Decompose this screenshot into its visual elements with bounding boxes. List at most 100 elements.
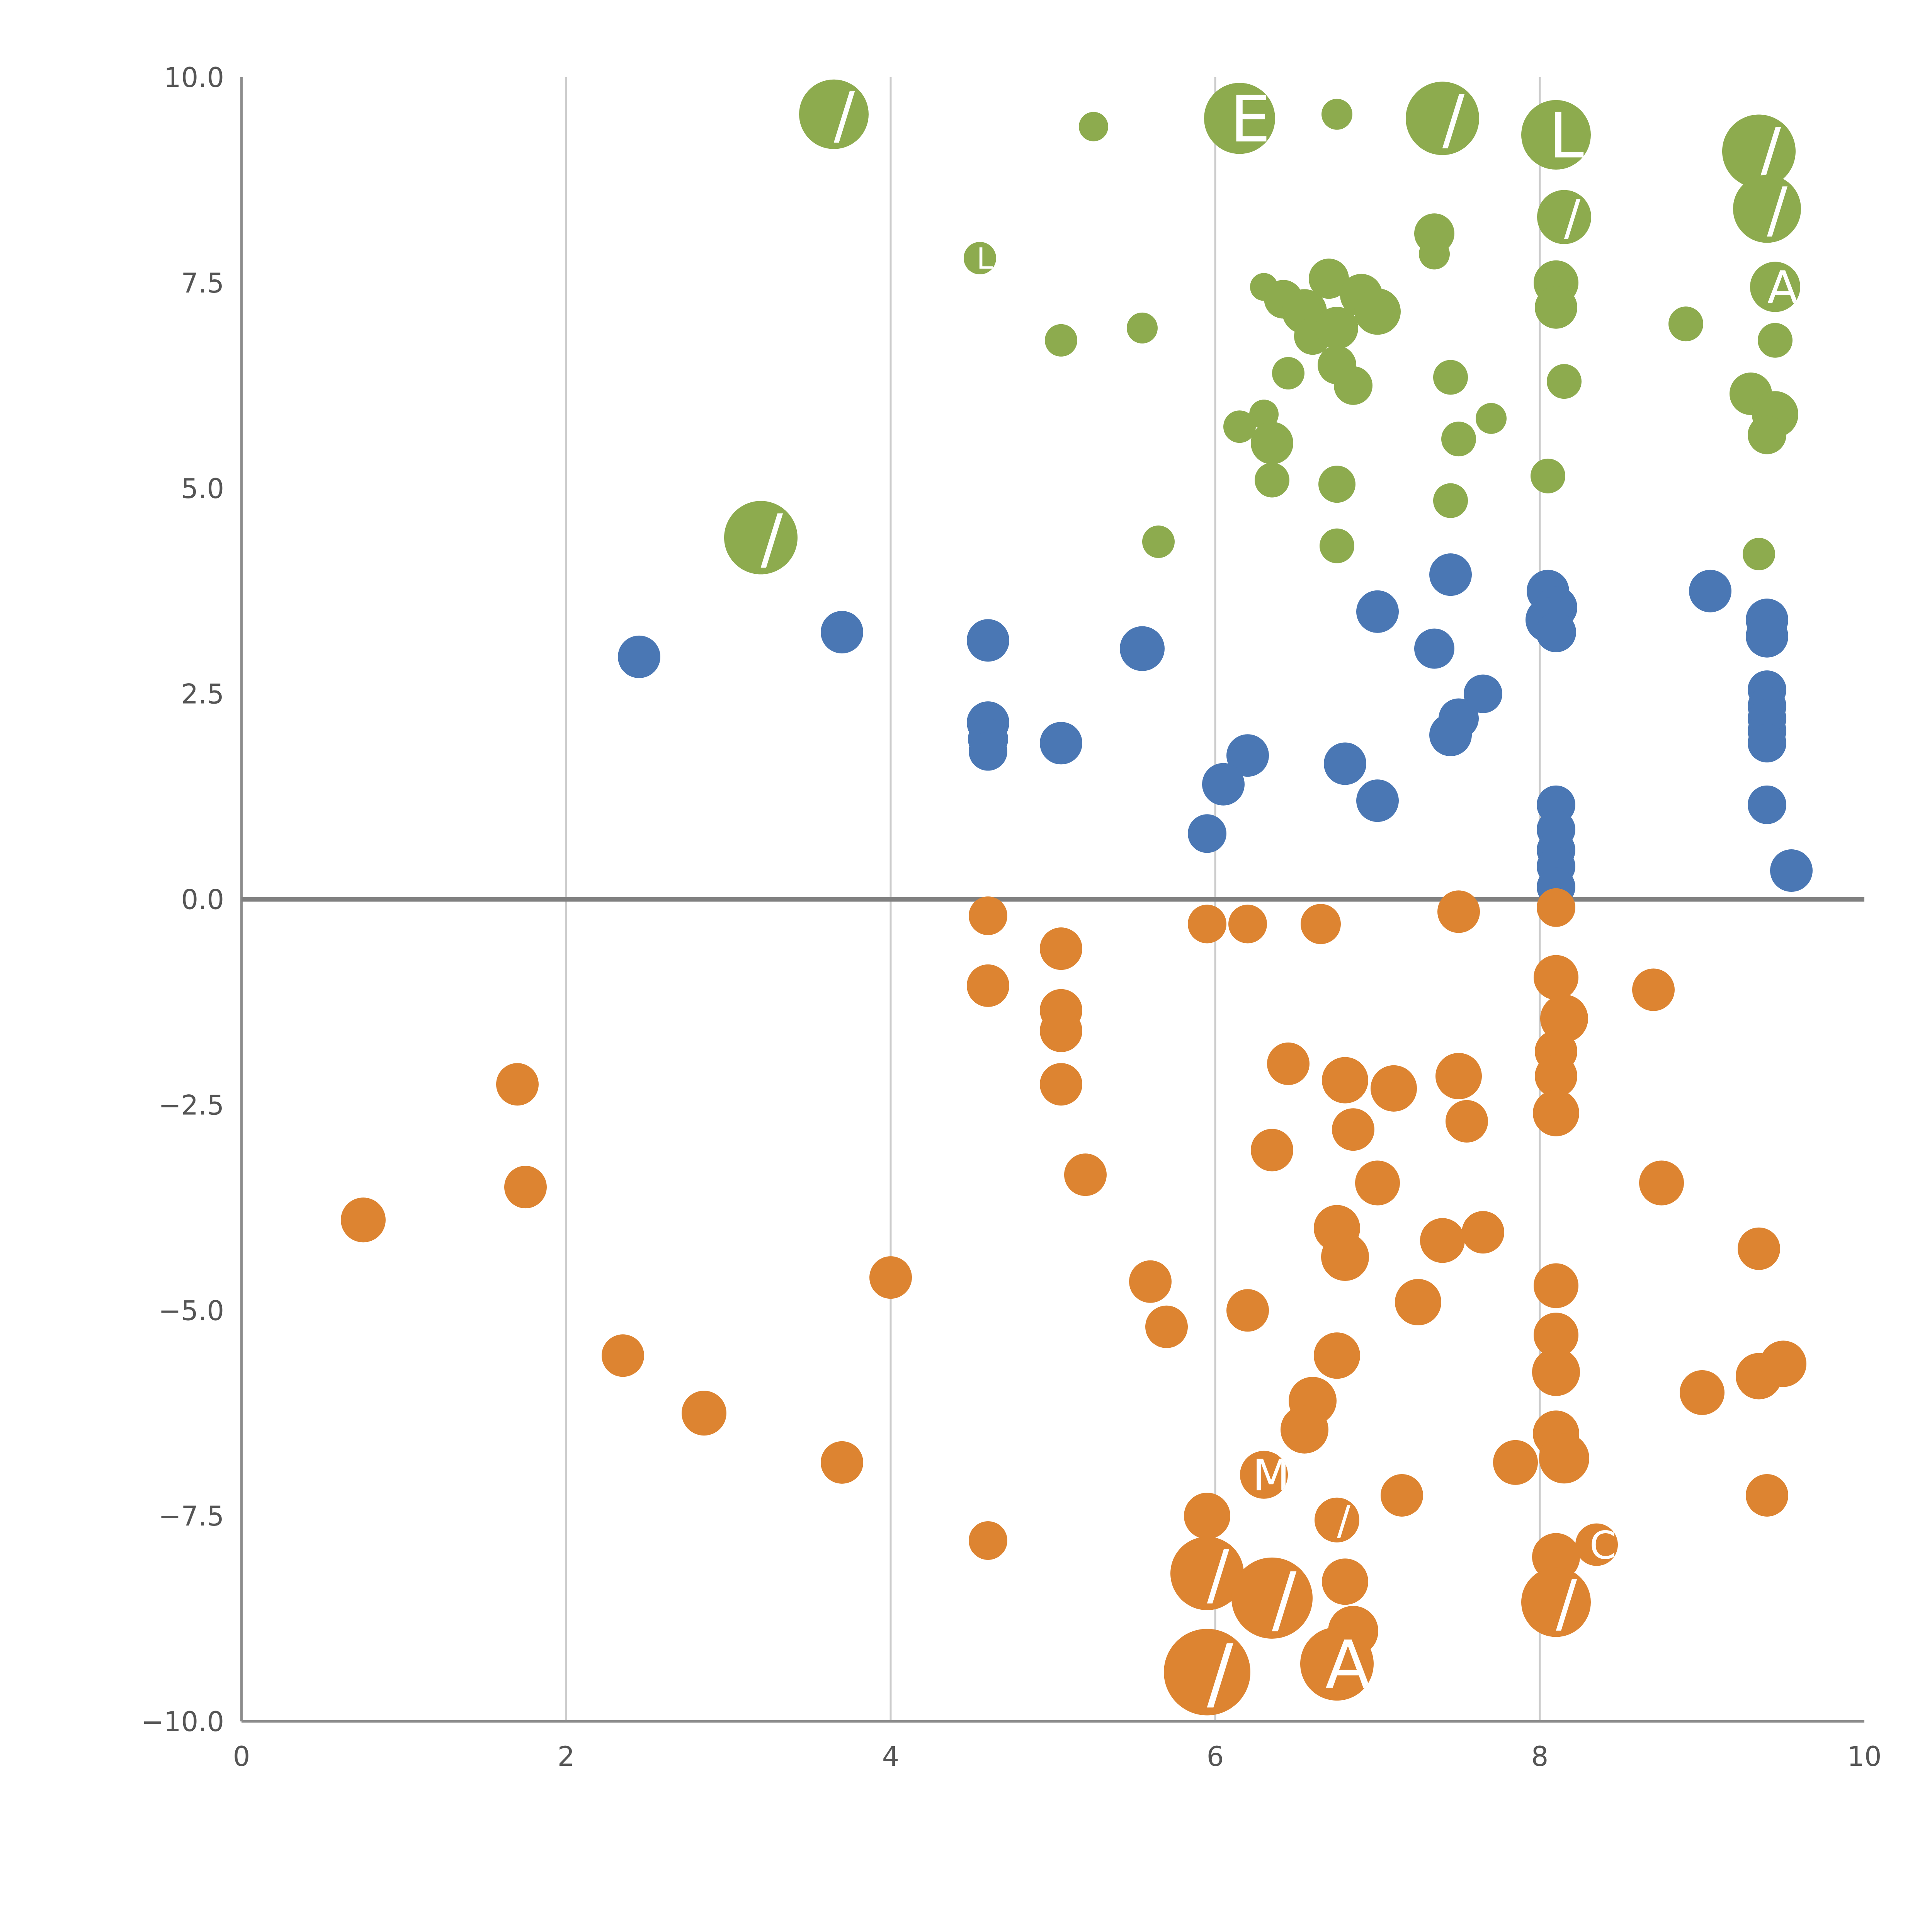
data-point-green[interactable] xyxy=(1320,528,1354,563)
data-point-orange[interactable] xyxy=(1521,1567,1591,1637)
data-point-orange[interactable] xyxy=(1532,1348,1580,1396)
data-point-blue[interactable] xyxy=(1689,570,1731,612)
data-point-orange[interactable] xyxy=(1226,1289,1269,1332)
data-point-orange[interactable] xyxy=(1321,1233,1369,1281)
data-point-orange[interactable] xyxy=(1535,1054,1577,1097)
data-point-orange[interactable] xyxy=(1170,1537,1244,1611)
data-point-orange[interactable] xyxy=(1040,1009,1082,1052)
data-point-orange[interactable] xyxy=(1437,890,1480,933)
data-point-orange[interactable] xyxy=(1540,994,1588,1043)
data-point-orange[interactable] xyxy=(1493,1440,1538,1485)
data-point-orange[interactable] xyxy=(1760,1340,1806,1387)
data-point-blue[interactable] xyxy=(969,732,1007,771)
data-point-green[interactable] xyxy=(1309,259,1349,299)
data-point-green[interactable] xyxy=(1668,306,1703,342)
data-point-green[interactable] xyxy=(1249,400,1279,429)
data-point-green[interactable] xyxy=(1441,422,1476,457)
data-point-orange[interactable] xyxy=(1184,1493,1230,1539)
data-point-orange[interactable] xyxy=(1300,1627,1374,1701)
data-point-orange[interactable] xyxy=(969,1521,1007,1560)
data-point-orange[interactable] xyxy=(1315,1497,1359,1543)
data-point-blue[interactable] xyxy=(1202,763,1245,806)
data-point-orange[interactable] xyxy=(1462,1211,1504,1254)
data-point-green[interactable] xyxy=(1045,324,1077,357)
data-point-orange[interactable] xyxy=(1129,1260,1172,1303)
data-point-orange[interactable] xyxy=(1746,1474,1788,1517)
data-point-orange[interactable] xyxy=(1355,1160,1400,1206)
data-point-green[interactable] xyxy=(1204,83,1275,154)
data-point-green[interactable] xyxy=(1251,422,1293,464)
data-point-orange[interactable] xyxy=(1420,1218,1465,1263)
data-point-blue[interactable] xyxy=(1429,553,1472,596)
data-point-green[interactable] xyxy=(1750,262,1800,312)
data-point-blue[interactable] xyxy=(618,635,660,678)
data-point-orange[interactable] xyxy=(1371,1065,1417,1112)
data-point-orange[interactable] xyxy=(1164,1629,1250,1716)
data-point-blue[interactable] xyxy=(1748,785,1786,824)
data-point-orange[interactable] xyxy=(602,1334,644,1377)
data-point-green[interactable] xyxy=(1316,306,1358,349)
data-point-blue[interactable] xyxy=(1429,714,1472,756)
data-point-orange[interactable] xyxy=(1632,968,1675,1011)
data-point-orange[interactable] xyxy=(1533,1090,1579,1136)
data-point-blue[interactable] xyxy=(1120,626,1165,671)
data-point-orange[interactable] xyxy=(1381,1474,1423,1517)
data-point-orange[interactable] xyxy=(1534,1313,1578,1358)
data-point-green[interactable] xyxy=(1537,190,1591,244)
data-point-blue[interactable] xyxy=(967,619,1009,662)
data-point-orange[interactable] xyxy=(1539,1433,1589,1484)
data-point-orange[interactable] xyxy=(1240,1451,1288,1499)
data-point-green[interactable] xyxy=(1334,366,1372,405)
data-point-green[interactable] xyxy=(1406,82,1479,155)
data-point-green[interactable] xyxy=(1521,100,1591,170)
data-point-green[interactable] xyxy=(1476,403,1507,434)
data-point-orange[interactable] xyxy=(1188,905,1226,944)
data-point-green[interactable] xyxy=(1354,288,1401,335)
data-point-green[interactable] xyxy=(1433,483,1468,518)
data-point-blue[interactable] xyxy=(1770,849,1813,892)
data-point-green[interactable] xyxy=(1531,458,1565,493)
data-point-green[interactable] xyxy=(799,79,869,149)
data-point-green[interactable] xyxy=(964,242,996,275)
data-point-blue[interactable] xyxy=(1748,724,1786,763)
data-point-green[interactable] xyxy=(1255,463,1289,498)
data-point-orange[interactable] xyxy=(682,1391,726,1436)
data-point-orange[interactable] xyxy=(341,1197,386,1243)
data-point-blue[interactable] xyxy=(1188,814,1226,853)
data-point-orange[interactable] xyxy=(1228,905,1267,944)
data-point-green[interactable] xyxy=(1318,466,1355,503)
data-point-blue[interactable] xyxy=(1414,628,1454,669)
data-point-orange[interactable] xyxy=(1231,1557,1313,1639)
data-point-orange[interactable] xyxy=(821,1441,863,1484)
data-point-orange[interactable] xyxy=(1281,1405,1328,1454)
data-point-orange[interactable] xyxy=(1534,1263,1578,1308)
data-point-orange[interactable] xyxy=(1267,1043,1310,1085)
data-point-orange[interactable] xyxy=(967,964,1009,1007)
data-point-green[interactable] xyxy=(1748,415,1786,454)
data-point-orange[interactable] xyxy=(1040,1063,1082,1106)
data-point-orange[interactable] xyxy=(1537,888,1575,927)
data-point-green[interactable] xyxy=(1722,114,1796,188)
data-point-orange[interactable] xyxy=(1738,1227,1780,1270)
data-point-orange[interactable] xyxy=(496,1063,539,1106)
data-point-orange[interactable] xyxy=(1332,1108,1374,1151)
data-point-orange[interactable] xyxy=(1314,1332,1360,1379)
data-point-orange[interactable] xyxy=(1064,1153,1107,1196)
data-point-green[interactable] xyxy=(1547,364,1582,399)
data-point-orange[interactable] xyxy=(1395,1279,1441,1325)
data-point-blue[interactable] xyxy=(1356,779,1399,822)
data-point-orange[interactable] xyxy=(869,1256,912,1299)
data-point-orange[interactable] xyxy=(969,896,1007,935)
data-point-green[interactable] xyxy=(1079,112,1108,141)
data-point-orange[interactable] xyxy=(1534,955,1578,1000)
data-point-orange[interactable] xyxy=(1575,1523,1618,1566)
data-point-blue[interactable] xyxy=(821,611,863,654)
data-point-orange[interactable] xyxy=(1680,1370,1725,1415)
data-point-orange[interactable] xyxy=(1532,1533,1580,1581)
data-point-green[interactable] xyxy=(724,501,798,575)
data-point-green[interactable] xyxy=(1272,357,1304,389)
data-point-blue[interactable] xyxy=(1226,734,1269,777)
data-point-orange[interactable] xyxy=(1322,1057,1368,1104)
data-point-blue[interactable] xyxy=(1464,674,1502,713)
data-point-green[interactable] xyxy=(1433,360,1468,395)
